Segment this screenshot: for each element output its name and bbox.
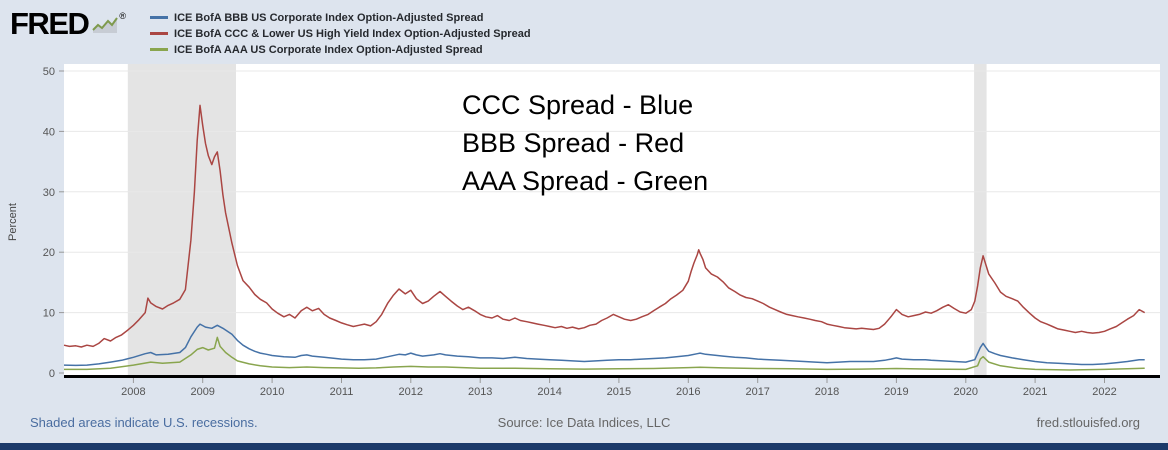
x-tick-label: 2012 (399, 386, 423, 398)
chart-header: FRED ® ICE BofA BBB US Corporate Index O… (0, 0, 1168, 62)
series-line-bbb[interactable] (63, 323, 1145, 367)
series-line-aaa[interactable] (64, 336, 1145, 371)
legend-swatch (150, 16, 169, 19)
y-tick-label: 20 (43, 247, 55, 259)
x-tick-label: 2020 (954, 386, 978, 398)
x-tick-label: 2009 (190, 386, 214, 398)
recession-band (127, 64, 236, 375)
y-tick-label: 10 (43, 308, 55, 320)
legend-item-aaa: ICE BofA AAA US Corporate Index Option-A… (150, 43, 531, 56)
x-tick-label: 2010 (260, 386, 284, 398)
x-tick-label: 2021 (1023, 386, 1047, 398)
y-tick-label: 50 (43, 66, 55, 78)
y-tick-label: 0 (49, 368, 55, 380)
x-tick-label: 2017 (745, 386, 769, 398)
registered-mark: ® (119, 11, 127, 21)
x-tick-label: 2022 (1092, 386, 1116, 398)
x-tick-label: 2016 (676, 386, 700, 398)
annotation-text: AAA Spread - Green (462, 166, 708, 196)
legend-swatch (150, 32, 169, 35)
fred-logo-text: FRED (10, 6, 90, 41)
fred-logo-sparkline-icon (92, 17, 119, 33)
recession-band (974, 64, 987, 375)
chart-legend: ICE BofA BBB US Corporate Index Option-A… (150, 0, 531, 56)
legend-item-bbb: ICE BofA BBB US Corporate Index Option-A… (150, 11, 531, 24)
bottom-accent-bar (0, 443, 1168, 450)
source-note: Source: Ice Data Indices, LLC (497, 415, 671, 430)
annotation-text: BBB Spread - Red (462, 128, 684, 158)
chart-footer: Shaded areas indicate U.S. recessions. S… (0, 415, 1168, 435)
chart-canvas: 0 10 20 30 40 50 2008 2009 2010 2011 2012 2013 2014 2… (7, 64, 1160, 398)
legend-swatch (150, 48, 169, 51)
y-tick-label: 40 (43, 126, 55, 138)
legend-label: ICE BofA AAA US Corporate Index Option-A… (174, 43, 483, 56)
x-tick-label: 2013 (468, 386, 492, 398)
y-tick-label: 30 (43, 187, 55, 199)
x-tick-label: 2015 (607, 386, 631, 398)
x-axis-line (64, 375, 1160, 378)
fred-url-link[interactable]: fred.stlouisfed.org (1036, 415, 1140, 430)
fred-logo[interactable]: FRED ® (0, 0, 126, 39)
legend-item-ccc: ICE BofA CCC & Lower US High Yield Index… (150, 27, 531, 40)
x-tick-label: 2018 (815, 386, 839, 398)
x-tick-label: 2011 (330, 386, 354, 398)
series-line-ccc[interactable] (63, 104, 1146, 348)
legend-label: ICE BofA BBB US Corporate Index Option-A… (174, 11, 484, 24)
annotation-text: CCC Spread - Blue (462, 90, 693, 120)
recessions-note-link[interactable]: Shaded areas indicate U.S. recessions. (30, 415, 258, 430)
x-tick-label: 2008 (121, 386, 145, 398)
legend-label: ICE BofA CCC & Lower US High Yield Index… (174, 27, 531, 40)
x-tick-label: 2019 (884, 386, 908, 398)
x-tick-label: 2014 (537, 386, 561, 398)
y-axis-title: Percent (7, 203, 19, 241)
